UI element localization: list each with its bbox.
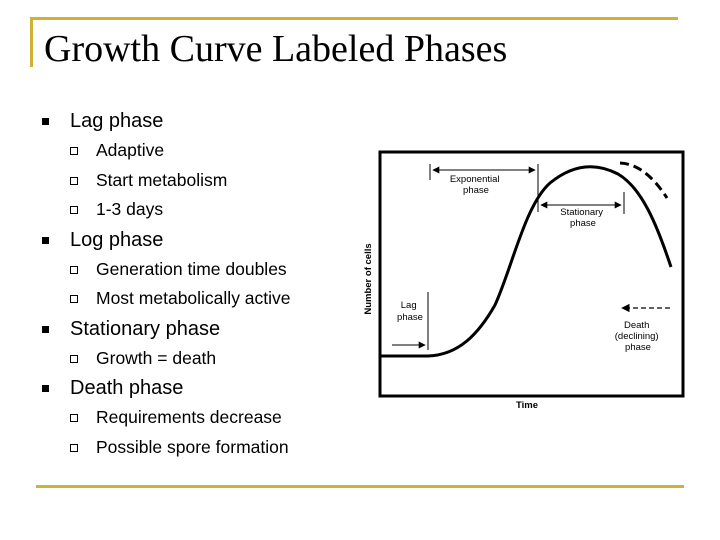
square-bullet-icon xyxy=(42,118,49,125)
growth-curve-figure: Number of cells Time Exponential phase S… xyxy=(363,150,685,411)
plot-frame xyxy=(378,150,685,398)
sub-bullet: Growth = death xyxy=(40,344,340,374)
death-phase-bullet: Death phase xyxy=(40,373,340,403)
sub-bullet: Most metabolically active xyxy=(40,284,340,314)
frame-left-line xyxy=(30,17,33,67)
hollow-square-bullet-icon xyxy=(70,206,78,214)
sub-bullet-text: Adaptive xyxy=(96,140,165,160)
sub-bullet: Generation time doubles xyxy=(40,255,340,285)
sub-bullet-text: Start metabolism xyxy=(96,169,228,190)
sub-bullet: Adaptive xyxy=(40,136,340,166)
bullet-list: Lag phase Adaptive Start metabolism 1-3 … xyxy=(40,106,340,462)
frame-bottom-line xyxy=(36,485,684,488)
hollow-square-bullet-icon xyxy=(70,176,78,185)
square-bullet-icon xyxy=(42,385,49,392)
hollow-square-bullet-icon xyxy=(70,147,78,155)
growth-curve-line xyxy=(381,165,673,358)
sub-bullet-text: 1-3 days xyxy=(96,199,164,219)
y-axis-label: Number of cells xyxy=(363,243,374,314)
bullet-heading: Death phase xyxy=(70,377,184,399)
hollow-square-bullet-icon xyxy=(70,265,78,274)
square-bullet-icon xyxy=(42,325,49,333)
stationary-phase-label: Stationary phase xyxy=(560,207,605,229)
sub-bullet-text: Generation time doubles xyxy=(96,258,287,279)
log-phase-bullet: Log phase xyxy=(40,225,340,255)
hollow-square-bullet-icon xyxy=(70,295,78,303)
stationary-dashed-curve xyxy=(619,161,669,199)
stationary-phase-bullet: Stationary phase xyxy=(40,314,340,344)
bullet-heading: Lag phase xyxy=(70,110,164,132)
lag-phase-label: Lag phase xyxy=(397,300,423,323)
sub-bullet: Possible spore formation xyxy=(40,433,340,463)
bullet-heading: Stationary phase xyxy=(70,317,221,340)
sub-bullet-text: Most metabolically active xyxy=(96,288,291,308)
sub-bullet: 1-3 days xyxy=(40,195,340,225)
sub-bullet: Requirements decrease xyxy=(40,403,340,433)
x-axis-label: Time xyxy=(516,400,538,411)
square-bullet-icon xyxy=(42,236,49,244)
hollow-square-bullet-icon xyxy=(70,354,78,363)
hollow-square-bullet-icon xyxy=(70,443,78,452)
death-phase-label: Death (declining) phase xyxy=(615,320,661,353)
bullet-heading: Log phase xyxy=(70,228,164,251)
exponential-phase-label: Exponential phase xyxy=(450,174,502,196)
sub-bullet-text: Requirements decrease xyxy=(96,407,282,427)
sub-bullet-text: Growth = death xyxy=(96,347,217,368)
frame-top-line xyxy=(30,17,678,20)
slide-title: Growth Curve Labeled Phases xyxy=(44,28,508,70)
sub-bullet-text: Possible spore formation xyxy=(96,436,289,457)
hollow-square-bullet-icon xyxy=(70,414,78,422)
sub-bullet: Start metabolism xyxy=(40,166,340,196)
lag-phase-bullet: Lag phase xyxy=(40,106,340,136)
